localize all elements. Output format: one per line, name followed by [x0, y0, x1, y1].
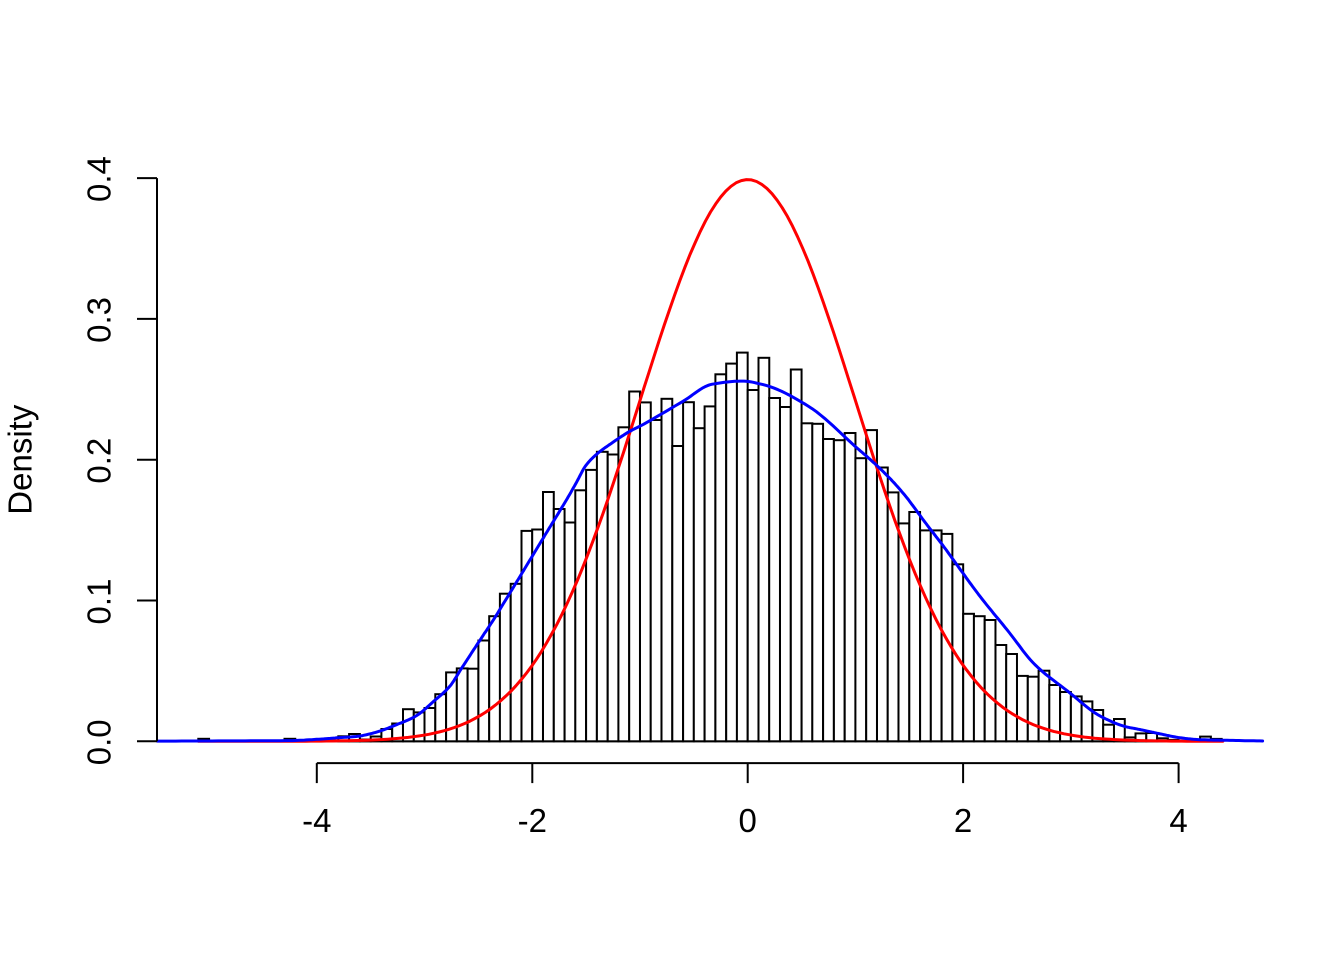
svg-text:0: 0 [739, 802, 757, 839]
svg-text:2: 2 [954, 802, 972, 839]
svg-text:-4: -4 [302, 802, 331, 839]
svg-text:0.4: 0.4 [81, 156, 118, 202]
svg-text:Density: Density [2, 404, 39, 515]
svg-text:0.3: 0.3 [81, 297, 118, 343]
svg-text:0.1: 0.1 [81, 579, 118, 625]
svg-text:-2: -2 [518, 802, 547, 839]
svg-text:0.2: 0.2 [81, 438, 118, 484]
svg-text:0.0: 0.0 [81, 719, 118, 765]
svg-text:4: 4 [1169, 802, 1187, 839]
